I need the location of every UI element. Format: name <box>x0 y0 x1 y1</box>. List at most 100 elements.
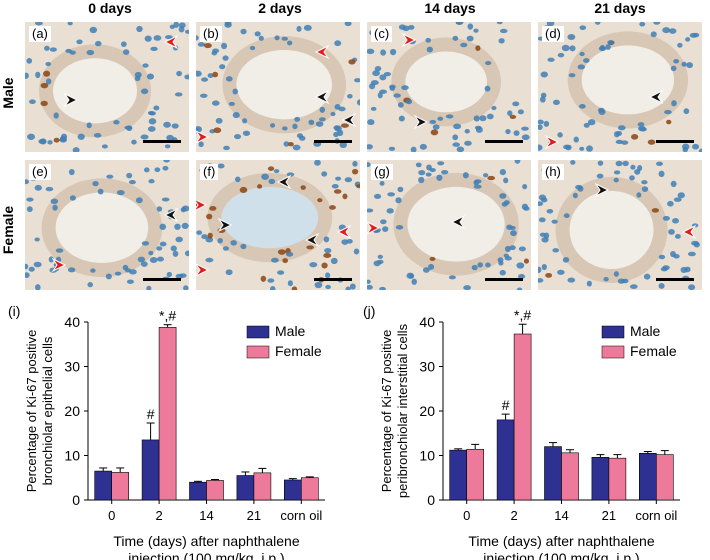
nucleus <box>460 42 468 48</box>
nucleus <box>171 123 179 129</box>
legend-label: Female <box>630 343 677 359</box>
column-header-21-days: 21 days <box>594 0 646 16</box>
x-tick-label: 14 <box>554 508 568 523</box>
nucleus <box>484 85 491 92</box>
nucleus <box>586 280 592 287</box>
nucleus <box>165 35 173 40</box>
nucleus <box>339 141 347 149</box>
stained-nucleus <box>282 258 289 264</box>
nucleus <box>408 24 415 30</box>
bar-male <box>283 479 302 501</box>
nucleus <box>140 261 148 267</box>
nucleus <box>38 139 46 145</box>
nucleus <box>330 257 338 265</box>
nucleus <box>639 127 647 132</box>
nucleus <box>512 101 520 107</box>
nucleus <box>184 74 189 80</box>
column-header-0-days: 0 days <box>88 0 132 16</box>
nucleus <box>45 61 52 67</box>
nucleus <box>376 259 384 265</box>
nucleus <box>579 25 587 31</box>
stained-nucleus <box>321 262 328 269</box>
nucleus <box>137 256 146 263</box>
nucleus <box>456 146 465 152</box>
airway-lumen <box>221 186 319 249</box>
nucleus <box>496 22 503 25</box>
nucleus <box>196 70 202 77</box>
nucleus <box>230 240 237 246</box>
nucleus <box>561 44 570 52</box>
nucleus <box>683 108 690 115</box>
nucleus <box>48 256 54 263</box>
nucleus <box>448 275 456 280</box>
airway-lumen <box>236 50 333 120</box>
panel-label-c: (c) <box>371 26 393 42</box>
stained-nucleus <box>40 82 49 89</box>
bar-female <box>513 333 532 501</box>
stained-nucleus <box>342 193 348 200</box>
nucleus <box>597 160 604 166</box>
nucleus <box>90 268 96 273</box>
x-tick-label: corn oil <box>280 508 322 523</box>
stained-nucleus <box>630 134 639 140</box>
y-axis-label: Percentage of Ki-67 positivebronchiolar … <box>24 330 55 493</box>
nucleus <box>517 109 524 115</box>
nucleus <box>668 28 677 34</box>
nucleus <box>161 197 170 202</box>
nucleus <box>215 117 223 124</box>
nucleus <box>76 39 83 45</box>
nucleus <box>270 123 276 128</box>
scale-bar <box>314 140 352 143</box>
nucleus <box>148 118 157 125</box>
nucleus <box>28 266 35 272</box>
row-header-male: Male <box>0 77 16 109</box>
nucleus <box>629 284 638 289</box>
nucleus <box>196 126 203 133</box>
nucleus <box>347 93 353 99</box>
nucleus <box>273 169 280 174</box>
nucleus <box>149 111 156 116</box>
airway-lumen <box>569 190 654 269</box>
panel-label-h: (h) <box>542 164 564 180</box>
stained-nucleus <box>300 185 306 190</box>
nucleus <box>144 35 152 42</box>
micrograph-image-3 <box>538 22 702 152</box>
nucleus <box>367 162 371 168</box>
nucleus <box>551 219 558 224</box>
nucleus <box>677 192 685 199</box>
y-tick-label: 10 <box>64 448 80 464</box>
nucleus <box>142 63 149 68</box>
nucleus <box>349 283 356 290</box>
nucleus <box>547 57 555 62</box>
nucleus <box>670 180 677 188</box>
nucleus <box>662 27 671 34</box>
stained-nucleus <box>212 71 219 78</box>
nucleus <box>397 102 404 108</box>
stained-nucleus <box>267 166 275 171</box>
nucleus <box>201 234 208 240</box>
nucleus <box>154 167 161 173</box>
nucleus <box>538 144 543 151</box>
nucleus <box>175 273 184 279</box>
nucleus <box>221 42 228 50</box>
nucleus <box>69 195 76 201</box>
nucleus <box>144 167 150 173</box>
nucleus <box>140 88 149 95</box>
nucleus <box>578 104 586 109</box>
nucleus <box>235 176 241 183</box>
nucleus <box>382 226 389 232</box>
nucleus <box>53 112 59 119</box>
nucleus <box>222 246 229 251</box>
nucleus <box>120 41 127 47</box>
nucleus <box>641 186 649 192</box>
nucleus <box>180 207 186 213</box>
nucleus <box>672 218 679 224</box>
y-tick-label: 20 <box>419 403 435 419</box>
legend-label: Male <box>630 323 661 339</box>
nucleus <box>26 197 34 202</box>
nucleus <box>410 146 417 152</box>
nucleus <box>207 73 214 79</box>
nucleus <box>473 115 480 122</box>
nucleus <box>693 241 700 248</box>
y-tick-label: 30 <box>419 359 435 375</box>
